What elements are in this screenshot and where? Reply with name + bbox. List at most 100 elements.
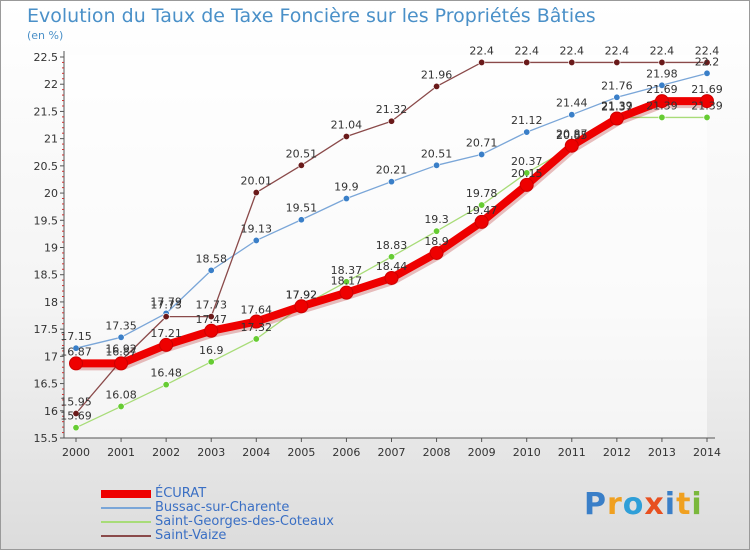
proxiti-logo: Proxiti	[584, 487, 703, 522]
data-label: 18.44	[376, 260, 408, 273]
data-label: 20.15	[511, 167, 543, 180]
data-label: 20.71	[466, 136, 498, 149]
x-tick-label: 2009	[468, 446, 496, 459]
y-tick-label: 17	[44, 350, 58, 363]
data-label: 15.69	[60, 410, 92, 423]
data-point	[342, 132, 350, 140]
data-point	[429, 245, 444, 260]
x-tick-label: 2008	[423, 446, 451, 459]
data-label: 20.87	[556, 128, 588, 141]
data-point	[523, 169, 531, 177]
data-point	[204, 323, 219, 338]
data-point	[433, 161, 441, 169]
data-point	[703, 69, 711, 77]
data-label: 22.4	[560, 44, 585, 57]
chart-title: Evolution du Taux de Taxe Foncière sur l…	[27, 5, 596, 27]
data-label: 21.96	[421, 68, 453, 81]
data-label: 21.04	[331, 118, 363, 131]
x-tick-label: 2014	[693, 446, 721, 459]
data-label: 21.39	[691, 99, 723, 112]
x-tick-label: 2011	[558, 446, 586, 459]
logo-letter: P	[584, 487, 607, 522]
data-point	[207, 358, 215, 366]
data-label: 15.95	[60, 396, 92, 409]
logo-letter: i	[664, 487, 677, 522]
x-tick-label: 2001	[107, 446, 135, 459]
data-point	[700, 94, 714, 109]
data-point	[297, 161, 305, 169]
data-label: 21.39	[601, 99, 633, 112]
y-tick-label: 20	[44, 187, 58, 200]
data-point	[658, 113, 666, 121]
data-point	[609, 111, 624, 126]
data-point	[207, 313, 215, 321]
legend-swatch	[101, 507, 151, 509]
data-point	[478, 58, 486, 66]
data-point	[613, 93, 621, 101]
data-label: 17.35	[105, 319, 137, 332]
legend-swatch	[101, 490, 151, 498]
data-point	[252, 189, 260, 197]
y-tick-label: 21	[44, 133, 58, 146]
data-label: 21.32	[376, 103, 408, 116]
data-point	[387, 178, 395, 186]
data-label: 16.48	[150, 367, 182, 380]
data-point	[613, 58, 621, 66]
legend-label: ÉCURAT	[155, 486, 207, 501]
logo-letter: r	[607, 487, 623, 522]
data-label: 19.9	[334, 181, 359, 194]
data-label: 17.15	[60, 330, 92, 343]
data-point	[72, 424, 80, 432]
data-label: 20.51	[286, 147, 318, 160]
plot-area	[64, 55, 707, 438]
data-point	[117, 402, 125, 410]
y-tick-label: 18.5	[34, 269, 59, 282]
data-label: 22.4	[469, 44, 494, 57]
data-point	[523, 58, 531, 66]
data-point	[69, 356, 83, 371]
legend-label: Bussac-sur-Charente	[155, 500, 290, 515]
data-point	[564, 138, 579, 153]
data-point	[162, 381, 170, 389]
data-label: 22.4	[650, 44, 675, 57]
data-point	[162, 313, 170, 321]
y-tick-label: 18	[44, 296, 58, 309]
data-point	[342, 195, 350, 203]
data-point	[478, 201, 486, 209]
data-point	[703, 113, 711, 121]
data-label: 16.87	[105, 345, 137, 358]
y-tick-label: 20.5	[34, 160, 59, 173]
data-point	[568, 58, 576, 66]
y-tick-label: 16.5	[34, 378, 59, 391]
y-tick-label: 22	[44, 78, 58, 91]
data-point	[339, 285, 354, 300]
data-label: 21.44	[556, 97, 588, 110]
data-label: 17.92	[286, 288, 318, 301]
data-label: 16.87	[60, 345, 92, 358]
y-tick-label: 19	[44, 242, 58, 255]
x-tick-label: 2010	[513, 446, 541, 459]
y-tick-label: 22.5	[34, 51, 59, 64]
data-label: 21.69	[691, 83, 723, 96]
data-label: 16.9	[199, 344, 224, 357]
data-label: 20.85	[556, 129, 588, 142]
data-label: 20.51	[421, 147, 453, 160]
data-point	[252, 236, 260, 244]
legend-swatch	[101, 521, 151, 523]
data-point	[654, 94, 669, 109]
data-point	[658, 58, 666, 66]
data-label: 17.47	[195, 313, 227, 326]
data-label: 17.73	[150, 299, 182, 312]
data-label: 17.32	[241, 321, 273, 334]
logo-letter: i	[691, 487, 703, 522]
data-point	[568, 111, 576, 119]
x-tick-label: 2007	[378, 446, 406, 459]
data-label: 17.64	[241, 304, 273, 317]
data-point	[433, 227, 441, 235]
data-point	[342, 278, 350, 286]
data-label: 19.78	[466, 187, 498, 200]
data-label: 18.83	[376, 239, 408, 252]
x-tick-label: 2006	[332, 446, 360, 459]
